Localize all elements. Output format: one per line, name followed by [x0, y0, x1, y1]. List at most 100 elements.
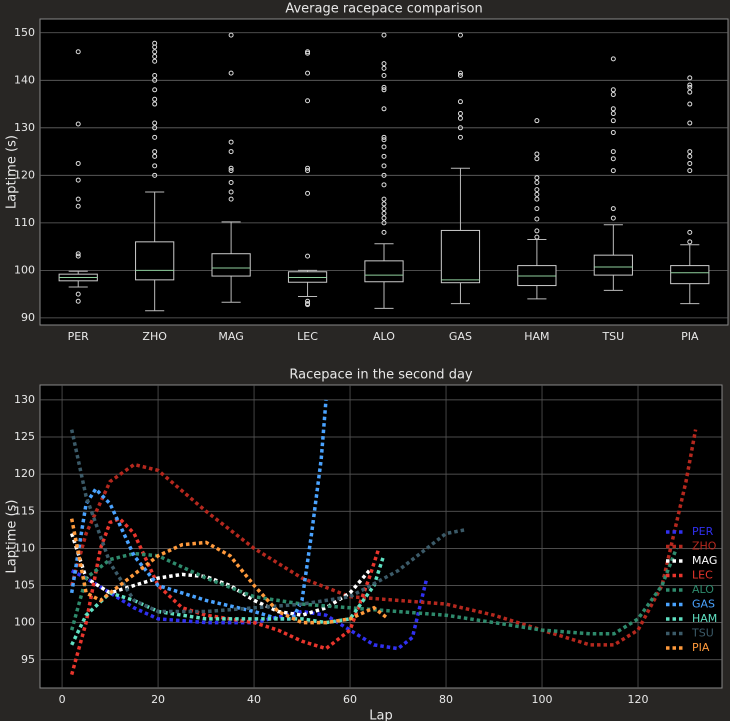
outlier	[534, 191, 540, 197]
x-tick-label: 80	[439, 693, 453, 706]
y-tick-label: 130	[14, 393, 35, 406]
box	[211, 253, 251, 277]
outlier	[457, 125, 463, 131]
outlier	[75, 196, 81, 202]
outlier	[381, 73, 387, 79]
box	[364, 260, 404, 283]
outlier	[610, 168, 616, 174]
x-axis-label: Lap	[369, 709, 392, 721]
outlier	[457, 115, 463, 121]
outlier	[152, 125, 158, 131]
x-tick-label: 120	[628, 693, 649, 706]
outlier	[75, 298, 81, 304]
x-tick-label: ZHO	[142, 330, 167, 343]
box	[440, 229, 481, 284]
outlier	[381, 220, 387, 226]
outlier	[381, 134, 387, 140]
outlier	[687, 239, 693, 245]
outlier	[381, 144, 387, 150]
outlier	[534, 196, 540, 202]
outlier	[152, 101, 158, 107]
series-line	[69, 399, 328, 621]
outlier	[381, 65, 387, 71]
box	[670, 265, 710, 285]
outlier	[228, 149, 234, 155]
y-tick-label: 90	[21, 311, 35, 324]
outlier	[305, 253, 311, 259]
outlier	[457, 73, 463, 79]
outlier	[610, 56, 616, 62]
y-tick-label: 125	[14, 430, 35, 443]
outlier	[305, 98, 311, 104]
outlier	[305, 298, 311, 304]
y-tick-label: 150	[14, 26, 35, 39]
outlier	[381, 210, 387, 216]
outlier	[75, 177, 81, 183]
outlier	[75, 121, 81, 127]
legend-label: LEC	[692, 569, 713, 582]
outlier	[381, 229, 387, 235]
outlier	[687, 89, 693, 95]
outlier	[228, 139, 234, 145]
x-tick-label: 60	[343, 693, 357, 706]
outlier	[228, 32, 234, 38]
x-tick-label: ALO	[373, 330, 395, 343]
outlier	[381, 163, 387, 169]
outlier	[534, 234, 540, 240]
y-tick-label: 100	[14, 263, 35, 276]
chart-title: Racepace in the second day	[289, 368, 473, 383]
y-tick-label: 110	[14, 216, 35, 229]
y-tick-label: 95	[21, 653, 35, 666]
outlier	[152, 54, 158, 60]
x-tick-label: LEC	[297, 330, 318, 343]
x-tick-label: TSU	[601, 330, 624, 343]
outlier	[687, 120, 693, 126]
outlier	[687, 229, 693, 235]
outlier	[75, 251, 81, 257]
outlier	[152, 58, 158, 64]
outlier	[305, 50, 311, 56]
outlier	[381, 84, 387, 90]
legend-label: TSU	[691, 627, 714, 640]
outlier	[457, 134, 463, 140]
x-tick-label: MAG	[218, 330, 243, 343]
outlier	[457, 99, 463, 105]
y-tick-label: 130	[14, 121, 35, 134]
outlier	[381, 201, 387, 207]
outlier	[381, 137, 387, 143]
outlier	[152, 134, 158, 140]
outlier	[75, 160, 81, 166]
outlier	[534, 175, 540, 181]
outlier	[610, 149, 616, 155]
plot-area	[39, 384, 723, 689]
legend-label: HAM	[692, 612, 717, 625]
outlier	[152, 172, 158, 178]
outlier	[381, 32, 387, 38]
outlier	[305, 70, 311, 76]
outlier	[381, 61, 387, 67]
y-tick-label: 105	[14, 579, 35, 592]
outlier	[228, 196, 234, 202]
outlier	[228, 179, 234, 185]
outlier	[610, 206, 616, 212]
outlier	[534, 156, 540, 162]
y-axis-label: Laptime (s)	[5, 135, 20, 209]
outlier	[457, 70, 463, 76]
outlier	[687, 75, 693, 81]
outlier	[152, 96, 158, 102]
outlier	[610, 118, 616, 124]
series-line	[70, 532, 371, 617]
y-tick-label: 120	[14, 168, 35, 181]
outlier	[305, 190, 311, 196]
outlier	[381, 172, 387, 178]
outlier	[228, 189, 234, 195]
y-tick-label: 110	[14, 541, 35, 554]
outlier	[228, 165, 234, 171]
outlier	[305, 302, 311, 308]
y-tick-label: 100	[14, 616, 35, 629]
outlier	[152, 49, 158, 55]
x-tick-label: HAM	[524, 330, 549, 343]
legend-label: ZHO	[692, 540, 717, 553]
outlier	[610, 111, 616, 117]
